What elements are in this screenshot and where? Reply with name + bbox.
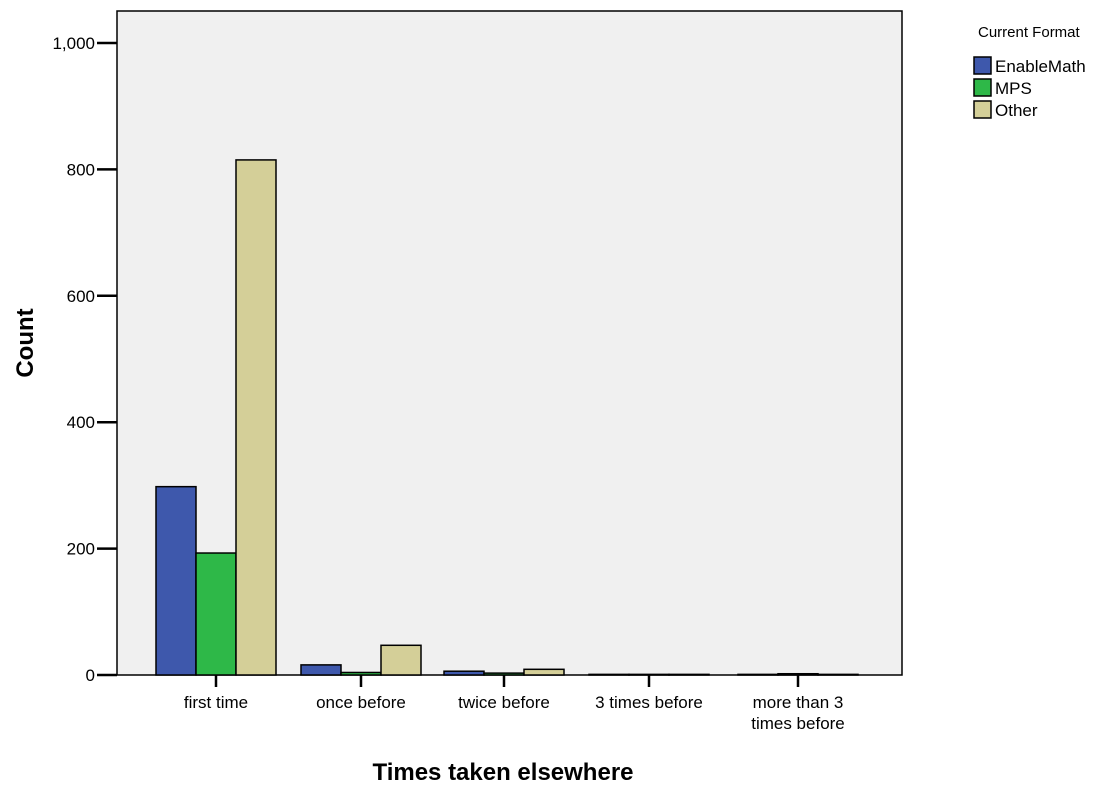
legend-swatch-enablemath (973, 56, 992, 75)
bar-enablemath-1 (300, 664, 342, 676)
bar-enablemath-2 (443, 670, 485, 676)
x-axis-title: Times taken elsewhere (372, 759, 633, 786)
bar-mps-4 (777, 672, 819, 676)
bar-enablemath-0 (155, 485, 197, 676)
bar-mps-1 (340, 671, 382, 676)
x-tick-label: times before (751, 714, 845, 733)
y-tick-label: 400 (67, 413, 95, 432)
legend-swatch-other (973, 100, 992, 119)
y-tick-label: 600 (67, 287, 95, 306)
bar-other-4 (817, 673, 859, 676)
x-tick-label: once before (316, 693, 406, 712)
bar-enablemath-3 (588, 673, 630, 676)
bar-other-1 (380, 644, 422, 676)
x-tick-label: first time (184, 693, 248, 712)
bar-other-2 (523, 668, 565, 676)
legend-title: Current Format (978, 24, 1081, 41)
legend: Current Format EnableMath MPS Other (973, 24, 1086, 120)
bar-mps-2 (483, 672, 525, 676)
bar-other-0 (235, 159, 277, 676)
x-tick-label: 3 times before (595, 693, 703, 712)
legend-label-mps: MPS (995, 79, 1032, 98)
bar-enablemath-4 (737, 673, 779, 676)
bars-group (155, 159, 859, 676)
y-tick-label: 800 (67, 160, 95, 179)
legend-swatch-mps (973, 78, 992, 97)
legend-label-other: Other (995, 101, 1038, 120)
bar-mps-0 (195, 552, 237, 676)
y-tick-label: 200 (67, 540, 95, 559)
legend-label-enablemath: EnableMath (995, 57, 1086, 76)
x-tick-label: twice before (458, 693, 550, 712)
bar-other-3 (668, 673, 710, 676)
x-axis: first time once before twice before 3 times… (184, 675, 845, 733)
x-tick-label: more than 3 (753, 693, 844, 712)
y-axis: 0 200 400 600 800 1,000 (52, 34, 117, 685)
y-tick-label: 1,000 (52, 34, 95, 53)
bar-mps-3 (628, 673, 670, 676)
y-tick-label: 0 (86, 666, 95, 685)
y-axis-title: Count (12, 308, 39, 377)
